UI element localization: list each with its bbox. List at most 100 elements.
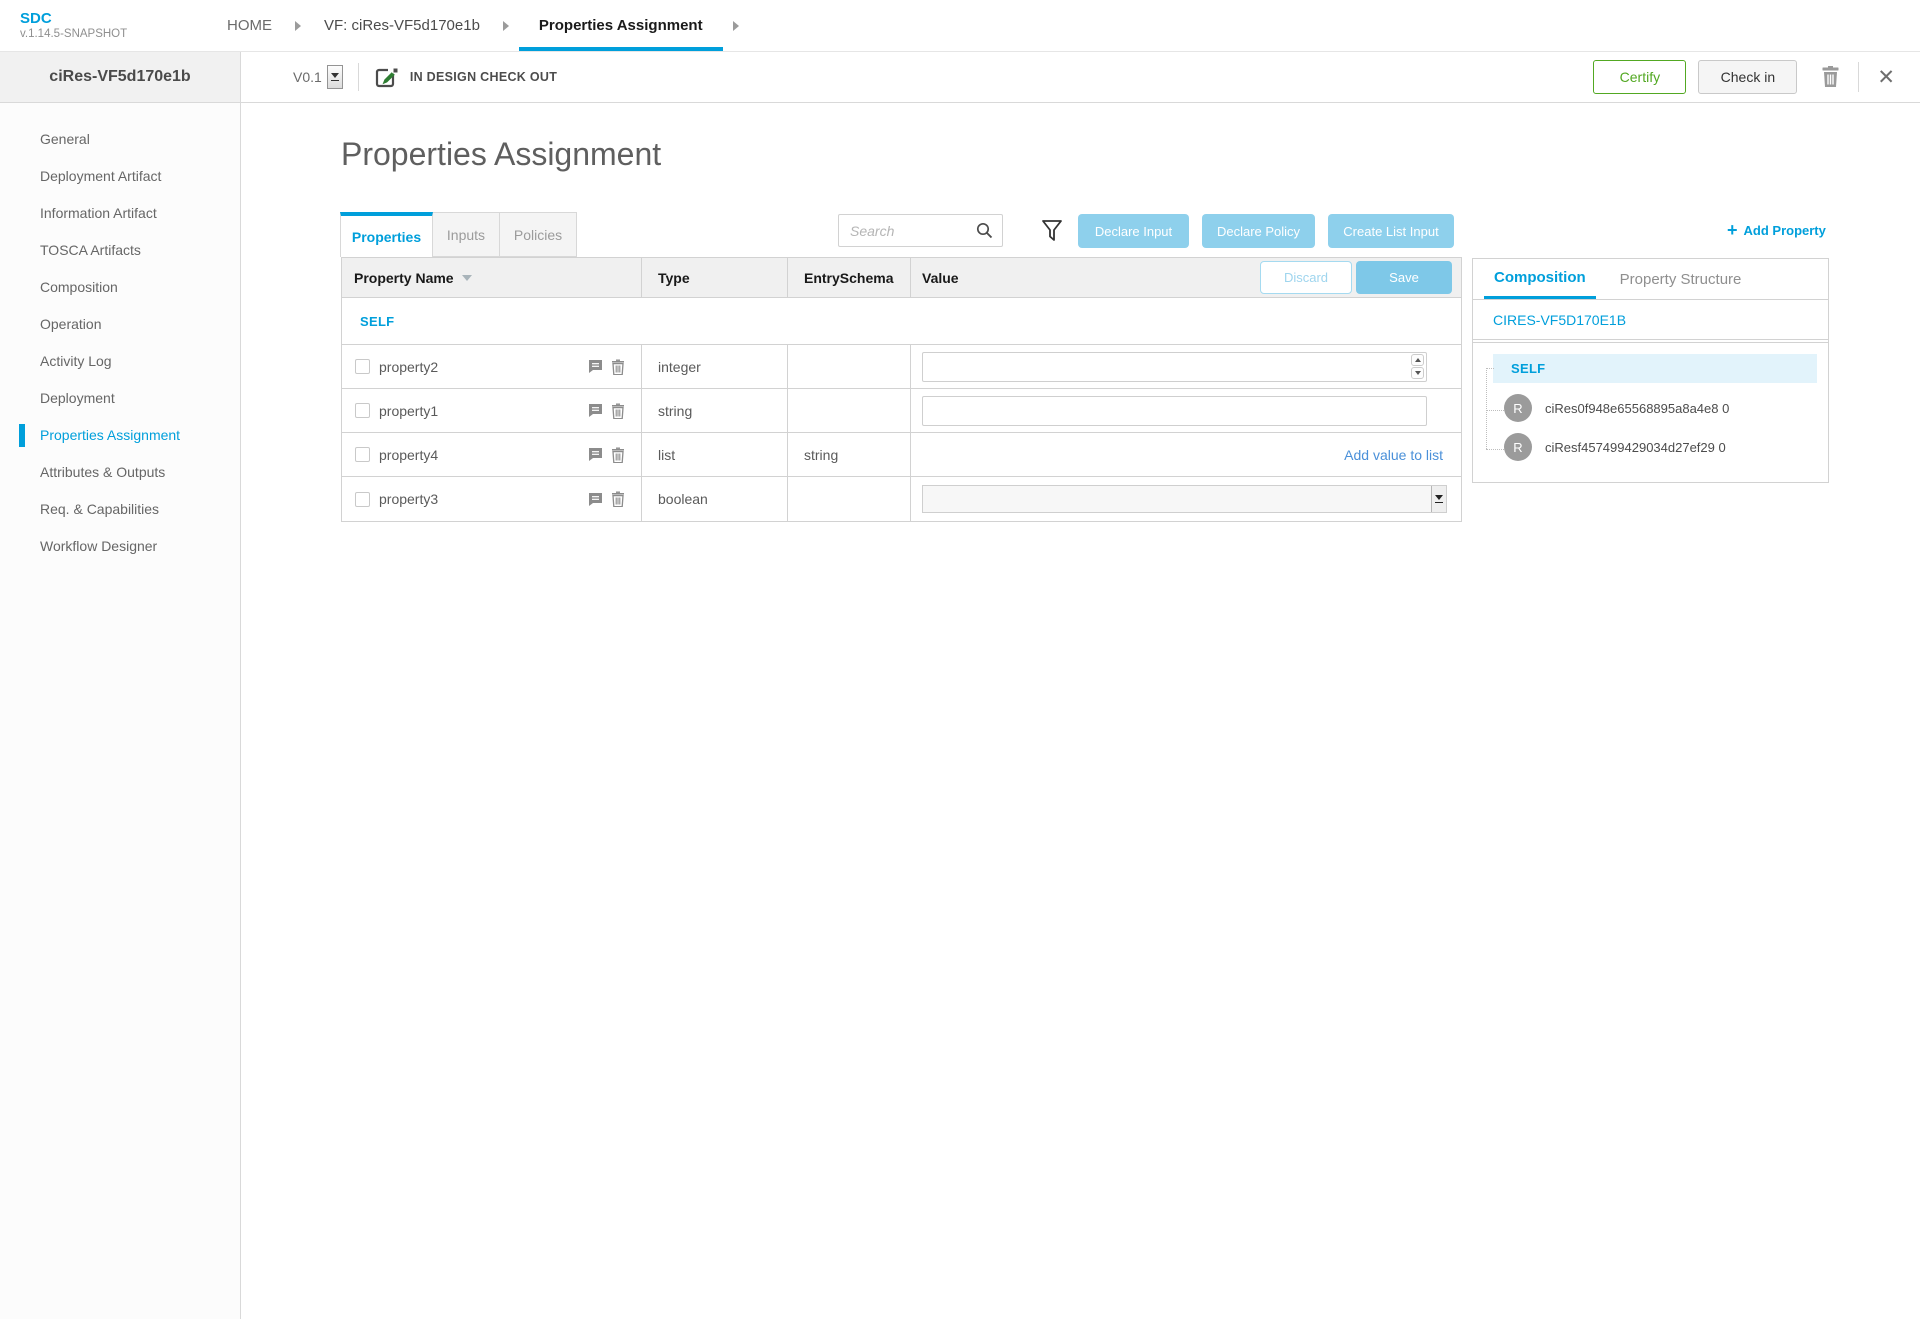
column-header-type: Type bbox=[642, 258, 788, 297]
breadcrumb-arrow-icon bbox=[502, 20, 509, 31]
top-header: SDC v.1.14.5-SNAPSHOT HOME VF: ciRes-VF5… bbox=[0, 0, 1920, 52]
hierarchy-tabs: Composition Property Structure bbox=[1473, 259, 1828, 300]
sidebar-item-information-artifact[interactable]: Information Artifact bbox=[40, 205, 157, 221]
column-header-entry-schema: EntrySchema bbox=[788, 258, 911, 297]
resource-avatar: R bbox=[1504, 433, 1532, 461]
delete-row-icon[interactable] bbox=[611, 359, 625, 375]
search-input[interactable] bbox=[839, 222, 976, 239]
spinner-up-icon[interactable] bbox=[1411, 353, 1424, 366]
table-header: Property Name Type EntrySchema Value Dis… bbox=[342, 258, 1461, 298]
delete-row-icon[interactable] bbox=[611, 447, 625, 463]
table-row: property4 list string Add value to list bbox=[342, 433, 1461, 477]
table-row: property1 string bbox=[342, 389, 1461, 433]
breadcrumb-arrow-icon bbox=[295, 20, 301, 31]
property-name-cell: property4 bbox=[342, 433, 642, 476]
close-icon[interactable]: ✕ bbox=[1877, 65, 1895, 89]
panel-divider bbox=[1473, 340, 1828, 343]
app-version: v.1.14.5-SNAPSHOT bbox=[20, 27, 128, 40]
create-list-input-button[interactable]: Create List Input bbox=[1328, 214, 1454, 248]
string-value-input[interactable] bbox=[922, 395, 1427, 426]
tab-properties[interactable]: Properties bbox=[340, 212, 433, 257]
row-checkbox[interactable] bbox=[355, 491, 370, 507]
sidebar-item-deployment[interactable]: Deployment bbox=[40, 390, 115, 406]
property-type: string bbox=[642, 389, 788, 432]
tab-property-structure[interactable]: Property Structure bbox=[1619, 270, 1742, 288]
property-entry-schema: string bbox=[788, 433, 911, 476]
tree-line bbox=[1486, 368, 1487, 449]
header-divider bbox=[357, 63, 359, 91]
page-title: Properties Assignment bbox=[341, 136, 662, 172]
sidebar-item-properties-assignment[interactable]: Properties Assignment bbox=[0, 417, 240, 454]
table-row: property2 integer bbox=[342, 345, 1461, 389]
search-icon[interactable] bbox=[976, 222, 993, 239]
table-group-self[interactable]: SELF bbox=[342, 298, 1461, 345]
property-name-cell: property3 bbox=[342, 477, 642, 521]
breadcrumb-current[interactable]: Properties Assignment bbox=[518, 0, 723, 51]
property-name-cell: property1 bbox=[342, 389, 642, 432]
comment-icon[interactable] bbox=[588, 359, 603, 374]
property-name: property3 bbox=[379, 491, 439, 507]
add-property-button[interactable]: + Add Property bbox=[1727, 220, 1826, 240]
spinner-down-icon[interactable] bbox=[1411, 366, 1424, 379]
add-value-to-list-link[interactable]: Add value to list bbox=[1344, 446, 1443, 463]
column-header-property-name: Property Name bbox=[342, 258, 642, 297]
boolean-value-select[interactable] bbox=[922, 485, 1447, 513]
integer-value-input[interactable] bbox=[922, 351, 1427, 382]
checkout-icon bbox=[374, 65, 400, 89]
property-value-cell bbox=[911, 345, 1461, 388]
tree-node-instance[interactable]: R ciRes0f948e65568895a8a4e8 0 bbox=[1504, 394, 1828, 422]
comment-icon[interactable] bbox=[588, 403, 603, 418]
sort-icon[interactable] bbox=[461, 274, 472, 281]
property-entry-schema bbox=[788, 389, 911, 432]
sidebar-item-activity-log[interactable]: Activity Log bbox=[40, 353, 112, 369]
declare-policy-button[interactable]: Declare Policy bbox=[1202, 214, 1315, 248]
version-select[interactable] bbox=[326, 65, 343, 89]
sidebar-item-composition[interactable]: Composition bbox=[40, 279, 118, 295]
property-name: property1 bbox=[379, 402, 439, 419]
breadcrumb-home[interactable]: HOME bbox=[227, 17, 272, 34]
column-header-value: Value bbox=[922, 269, 959, 286]
breadcrumb: HOME VF: ciRes-VF5d170e1b Properties Ass… bbox=[214, 0, 749, 51]
tab-inputs[interactable]: Inputs bbox=[433, 212, 500, 257]
delete-row-icon[interactable] bbox=[611, 491, 625, 507]
declare-input-button[interactable]: Declare Input bbox=[1078, 214, 1189, 248]
tree-line bbox=[1486, 410, 1504, 411]
sidebar-item-workflow-designer[interactable]: Workflow Designer bbox=[40, 538, 158, 554]
sidebar-item-deployment-artifact[interactable]: Deployment Artifact bbox=[40, 168, 162, 184]
comment-icon[interactable] bbox=[588, 492, 603, 507]
row-checkbox[interactable] bbox=[355, 403, 370, 418]
save-button[interactable]: Save bbox=[1356, 261, 1452, 294]
check-in-button[interactable]: Check in bbox=[1698, 60, 1798, 94]
breadcrumb-vf[interactable]: VF: ciRes-VF5d170e1b bbox=[324, 17, 480, 34]
discard-button[interactable]: Discard bbox=[1260, 261, 1352, 294]
sidebar: General Deployment Artifact Information … bbox=[0, 103, 241, 1319]
resource-avatar: R bbox=[1504, 394, 1532, 422]
property-value-cell bbox=[911, 389, 1461, 432]
sidebar-item-operation[interactable]: Operation bbox=[40, 316, 102, 332]
delete-icon[interactable] bbox=[1821, 66, 1840, 88]
tree-node-instance[interactable]: R ciResf457499429034d27ef29 0 bbox=[1504, 433, 1828, 461]
tree-line bbox=[1486, 449, 1504, 450]
status-area: IN DESIGN CHECK OUT bbox=[374, 65, 557, 89]
sidebar-item-tosca-artifacts[interactable]: TOSCA Artifacts bbox=[40, 242, 141, 258]
filter-icon[interactable] bbox=[1041, 219, 1063, 243]
tab-composition[interactable]: Composition bbox=[1484, 259, 1596, 299]
tab-policies[interactable]: Policies bbox=[500, 212, 577, 257]
property-name: property2 bbox=[379, 358, 439, 375]
sidebar-item-req-capabilities[interactable]: Req. & Capabilities bbox=[40, 501, 160, 517]
comment-icon[interactable] bbox=[588, 447, 603, 462]
certify-button[interactable]: Certify bbox=[1593, 60, 1687, 94]
header-actions: Certify Check in ✕ bbox=[1593, 60, 1895, 94]
sidebar-item-general[interactable]: General bbox=[40, 131, 90, 147]
row-checkbox[interactable] bbox=[355, 359, 370, 374]
delete-row-icon[interactable] bbox=[611, 403, 625, 419]
property-entry-schema bbox=[788, 345, 911, 388]
tree-line bbox=[1486, 368, 1494, 369]
app-logo[interactable]: SDC v.1.14.5-SNAPSHOT bbox=[0, 0, 214, 51]
tree-node-self[interactable]: SELF bbox=[1493, 354, 1817, 383]
component-name-link[interactable]: CIRES-VF5D170E1B bbox=[1473, 300, 1828, 340]
row-checkbox[interactable] bbox=[355, 447, 370, 462]
version-label: V0.1 bbox=[293, 69, 322, 85]
sidebar-item-attributes-outputs[interactable]: Attributes & Outputs bbox=[40, 464, 166, 480]
